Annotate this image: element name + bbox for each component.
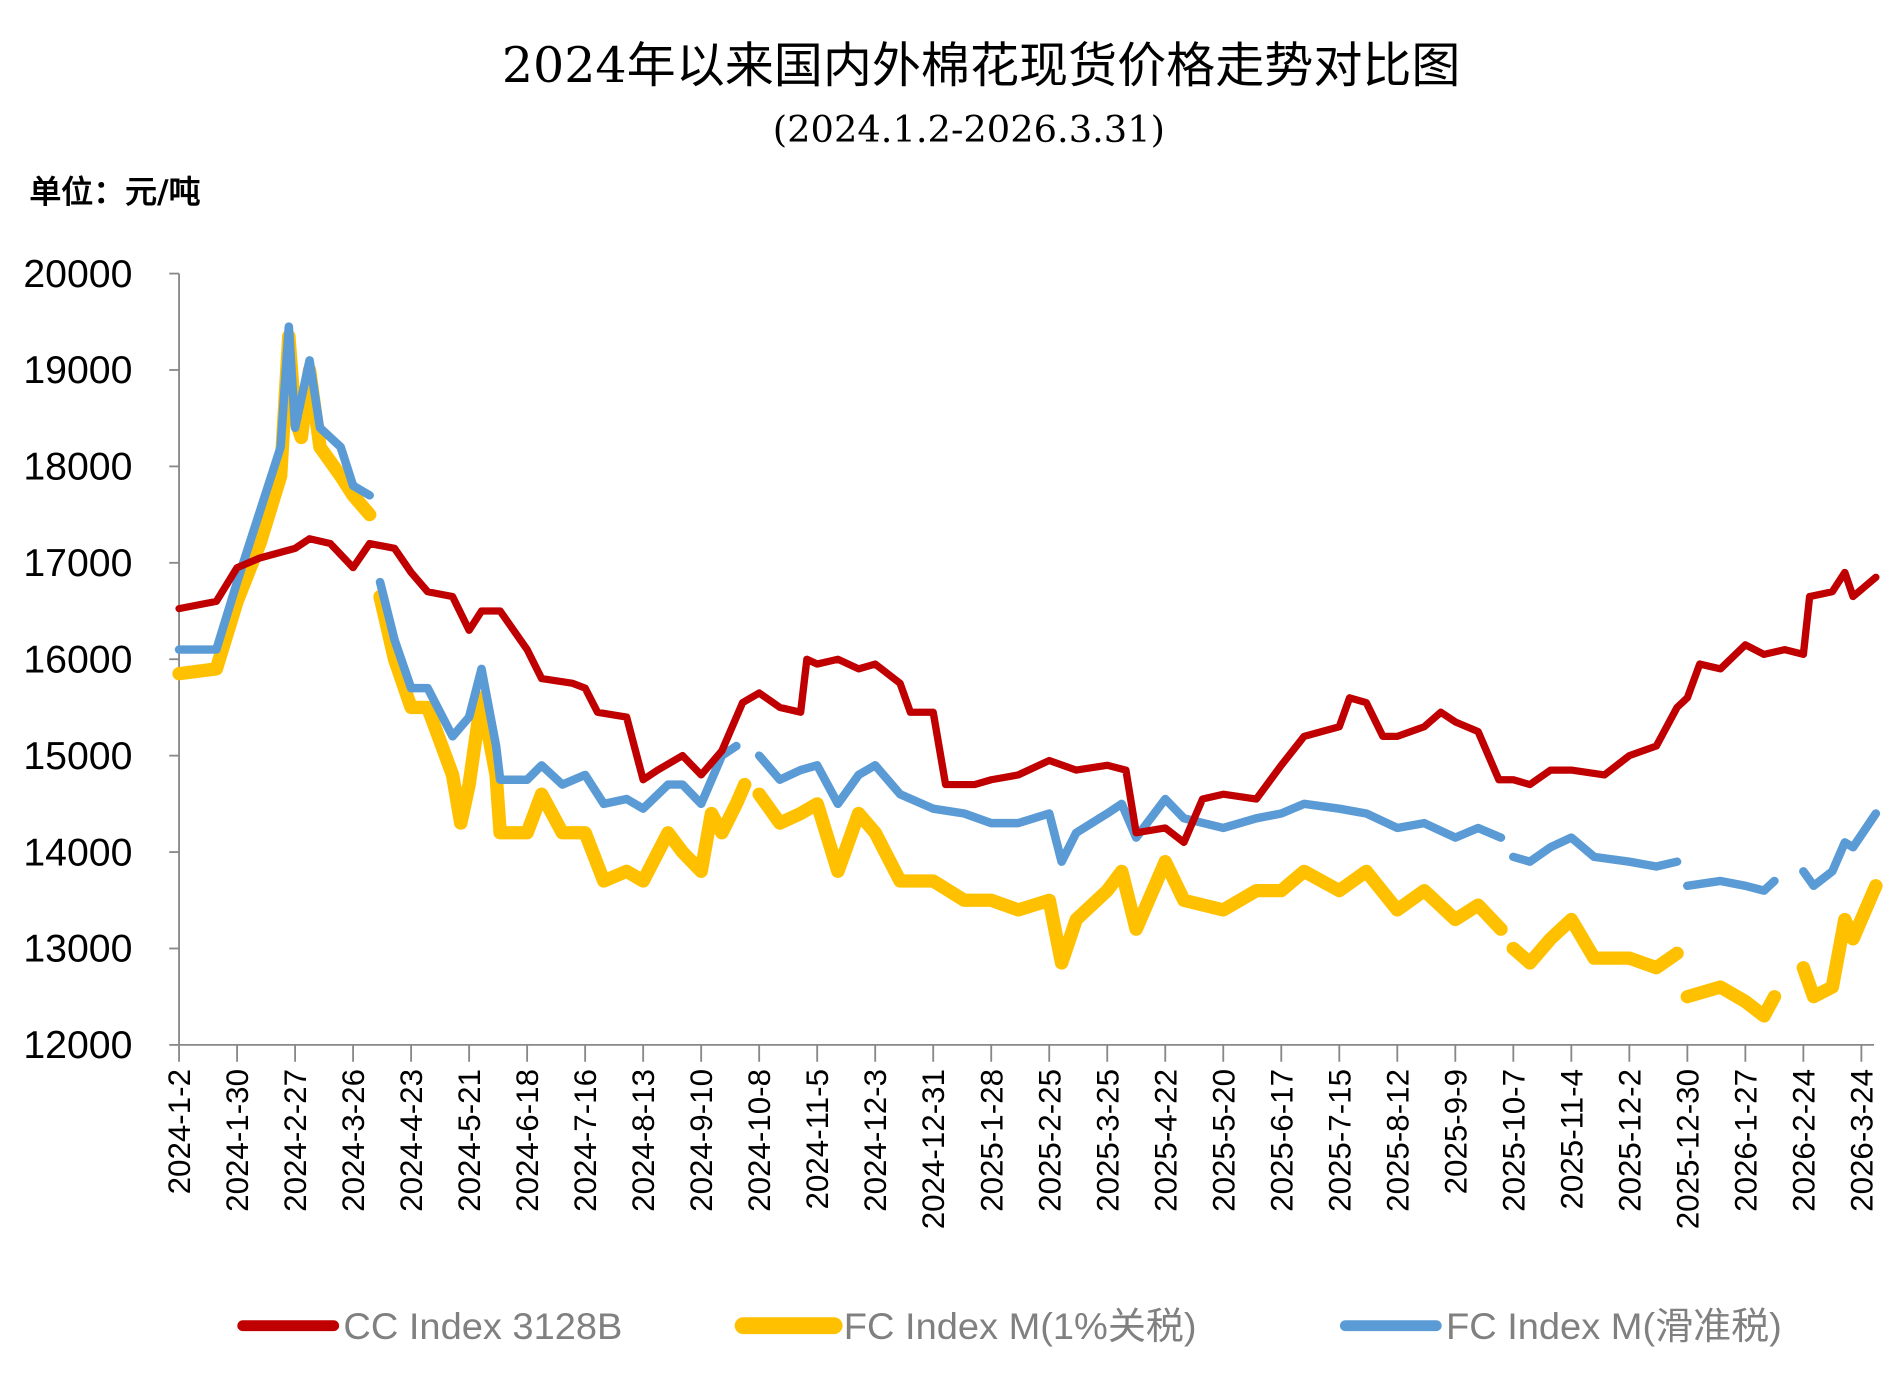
x-tick-label: 2024-12-3	[857, 1069, 893, 1212]
x-tick-label: 2025-11-4	[1553, 1069, 1589, 1210]
unit-label: 单位：元/吨	[29, 174, 200, 211]
x-tick-label: 2025-8-12	[1379, 1069, 1415, 1212]
x-tick-label: 2024-4-23	[393, 1069, 429, 1212]
x-tick-label: 2025-5-20	[1205, 1069, 1241, 1212]
x-tick-label: 2024-2-27	[277, 1069, 313, 1212]
x-tick-label: 2024-10-8	[741, 1069, 777, 1212]
x-tick-label: 2026-3-24	[1843, 1069, 1879, 1212]
y-tick-label: 15000	[23, 735, 132, 778]
x-tick-label: 2024-7-16	[567, 1069, 603, 1212]
y-tick-label: 14000	[23, 832, 132, 875]
x-tick-label: 2026-2-24	[1785, 1069, 1821, 1212]
y-tick-label: 13000	[23, 928, 132, 971]
y-tick-label: 20000	[23, 253, 132, 296]
y-tick-label: 17000	[23, 542, 132, 585]
x-tick-label: 2024-3-26	[335, 1069, 371, 1212]
x-tick-label: 2024-11-5	[799, 1069, 835, 1210]
x-tick-label: 2025-4-22	[1147, 1069, 1183, 1212]
x-tick-label: 2024-8-13	[625, 1069, 661, 1212]
y-tick-label: 19000	[23, 350, 132, 393]
y-tick-label: 18000	[23, 446, 132, 489]
chart-subtitle: (2024.1.2-2026.3.31)	[773, 109, 1165, 152]
y-tick-label: 12000	[23, 1024, 132, 1067]
x-tick-label: 2025-9-9	[1437, 1069, 1473, 1194]
x-tick-label: 2024-1-2	[161, 1069, 197, 1194]
series-line-1	[172, 329, 1883, 1023]
series-line-2	[174, 322, 1881, 895]
legend-label: FC Index M(滑准税)	[1446, 1305, 1782, 1347]
series-line-0	[175, 535, 1880, 847]
y-tick-label: 16000	[23, 639, 132, 682]
x-tick-label: 2025-10-7	[1495, 1069, 1531, 1212]
chart-title: 2024年以来国内外棉花现货价格走势对比图	[502, 38, 1461, 94]
x-tick-label: 2025-3-25	[1089, 1069, 1125, 1212]
x-tick-label: 2024-1-30	[219, 1069, 255, 1212]
x-tick-label: 2024-6-18	[509, 1069, 545, 1212]
x-tick-label: 2025-1-28	[973, 1069, 1009, 1212]
x-tick-label: 2025-7-15	[1321, 1069, 1357, 1212]
series-lines	[172, 322, 1883, 1023]
x-tick-label: 2025-12-2	[1611, 1069, 1647, 1212]
legend: CC Index 3128B FC Index M(1%关税) FC Index M…	[237, 1305, 1782, 1347]
legend-label: FC Index M(1%关税)	[844, 1305, 1197, 1347]
x-tick-label: 2024-5-21	[451, 1069, 487, 1212]
x-tick-label: 2025-12-30	[1669, 1069, 1705, 1229]
x-tick-label: 2025-2-25	[1031, 1069, 1067, 1212]
x-tick-label: 2024-12-31	[915, 1069, 951, 1229]
x-tick-label: 2024-9-10	[683, 1069, 719, 1212]
x-axis: 2024-1-2 2024-1-30 2024-2-27 2024-3-26 2024-…	[161, 1043, 1879, 1229]
y-axis: 20000 19000 18000 17000 16000 15000 14000 13000…	[23, 253, 180, 1067]
legend-label: CC Index 3128B	[343, 1305, 622, 1347]
x-tick-label: 2025-6-17	[1263, 1069, 1299, 1212]
x-tick-label: 2026-1-27	[1727, 1069, 1763, 1212]
